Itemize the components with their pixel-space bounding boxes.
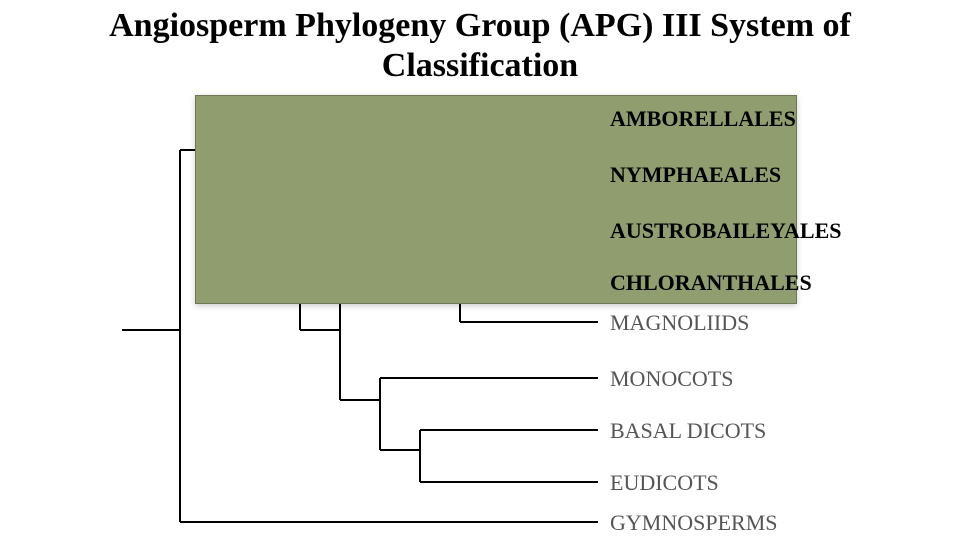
- taxon-nymphaeales: NYMPHAEALES: [610, 162, 781, 188]
- taxon-monocots: MONOCOTS: [610, 366, 733, 392]
- taxon-austrobaileyales: AUSTROBAILEYALES: [610, 218, 842, 244]
- taxon-magnoliids: MAGNOLIIDS: [610, 310, 749, 336]
- taxon-gymnosperms: GYMNOSPERMS: [610, 510, 778, 536]
- taxon-amborellales: AMBORELLALES: [610, 106, 796, 132]
- taxon-basal_dicots: BASAL DICOTS: [610, 418, 766, 444]
- title-line-2: Classification: [382, 47, 578, 84]
- taxon-eudicots: EUDICOTS: [610, 470, 719, 496]
- page-title: Angiosperm Phylogeny Group (APG) III Sys…: [0, 6, 960, 86]
- taxon-chloranthales: CHLORANTHALES: [610, 270, 812, 296]
- cladogram: AMBORELLALES NYMPHAEALES AUSTROBAILEYALES C…: [0, 80, 960, 532]
- title-line-1: Angiosperm Phylogeny Group (APG) III Sys…: [109, 7, 851, 44]
